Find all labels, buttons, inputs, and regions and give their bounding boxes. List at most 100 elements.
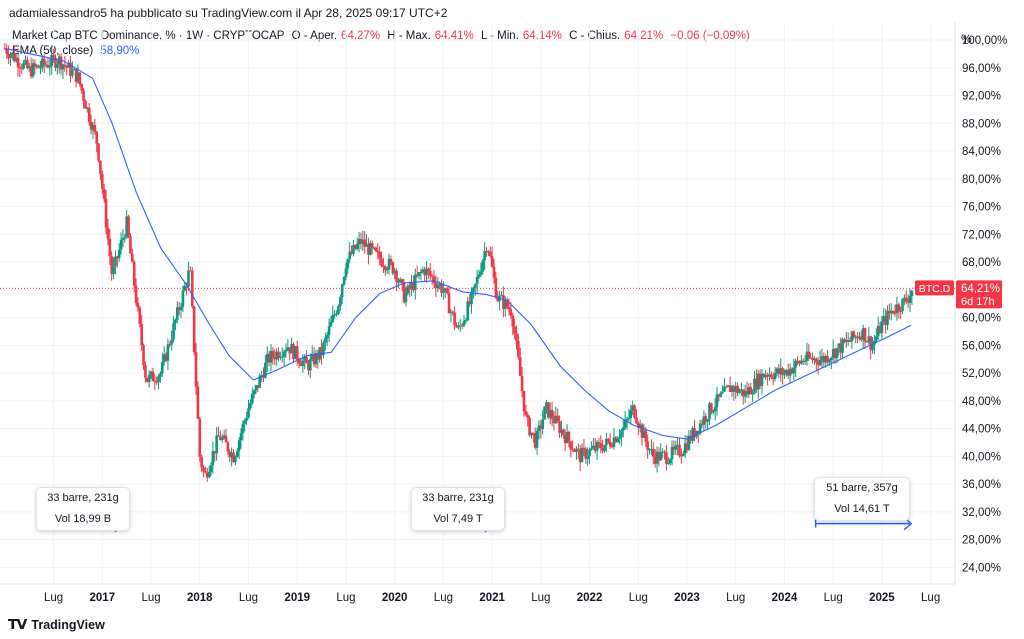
candle-body: [159, 373, 162, 377]
low-value: 64,14%: [522, 30, 562, 42]
candle-body: [132, 261, 136, 286]
candle-body: [515, 333, 518, 341]
candle-body: [22, 62, 25, 69]
candle-body: [599, 443, 603, 449]
candle-body: [751, 393, 754, 395]
candle-body: [11, 52, 14, 55]
candle-body: [893, 313, 897, 315]
candle-body: [443, 288, 447, 291]
candle-body: [494, 277, 498, 298]
candle-body: [813, 358, 816, 361]
candle-body: [511, 315, 515, 327]
measure-callout-2[interactable]: 33 barre, 231g Vol 7,49 T: [411, 487, 505, 531]
price-tick-label: 24,00%: [962, 562, 1001, 574]
candle-body: [605, 438, 608, 445]
price-axis-unit[interactable]: %: [961, 32, 972, 46]
candle-body: [20, 67, 24, 69]
candle-body: [458, 325, 462, 327]
candle-body: [153, 381, 157, 383]
candle-body: [192, 306, 196, 353]
candle-body: [597, 441, 601, 444]
candle-body: [554, 415, 558, 424]
candle-body: [760, 373, 764, 386]
price-tick-label: 28,00%: [962, 535, 1001, 547]
candle-body: [470, 291, 473, 305]
candle-body: [856, 336, 859, 339]
candle-body: [650, 448, 653, 450]
candle-body: [603, 444, 606, 452]
candle-body: [200, 456, 203, 468]
candle-body: [565, 431, 569, 443]
candle-body: [297, 359, 301, 364]
candle-body: [479, 271, 483, 275]
candle-body: [738, 391, 741, 394]
candle-body: [365, 243, 368, 247]
candle-body: [659, 452, 663, 461]
candle-body: [445, 288, 449, 294]
candle-body: [466, 301, 470, 320]
candle-body: [788, 368, 792, 376]
candle-body: [198, 418, 202, 457]
candle-body: [369, 243, 372, 255]
candle-body: [196, 386, 200, 419]
candle-body: [84, 100, 87, 109]
candle-body: [273, 357, 277, 360]
candle-body: [97, 143, 100, 161]
candle-body: [837, 343, 841, 349]
candle-body: [432, 276, 436, 283]
candle-body: [112, 266, 115, 274]
candle-body: [700, 423, 704, 425]
candle-body: [290, 344, 293, 354]
candle-body: [389, 258, 393, 263]
measure-callout-1[interactable]: 33 barre, 231g Vol 18,99 B: [36, 487, 130, 531]
candle-body: [811, 357, 814, 361]
candle-body: [768, 374, 771, 377]
candle-body: [249, 403, 252, 409]
time-tick-label: Lug: [336, 592, 355, 604]
candle-body: [689, 435, 693, 441]
candle-body: [876, 325, 880, 337]
candle-body: [33, 63, 37, 67]
candle-body: [361, 239, 365, 244]
candle-body: [342, 277, 346, 285]
candle-body: [185, 286, 188, 288]
candle-body: [762, 373, 766, 378]
candle-body: [455, 325, 458, 328]
candle-body: [408, 285, 411, 290]
candle-body: [635, 417, 638, 424]
candle-body: [773, 373, 777, 379]
candle-body: [569, 441, 573, 450]
price-tick-label: 32,00%: [962, 507, 1001, 519]
candle-body: [770, 374, 773, 378]
symbol-description[interactable]: Market Cap BTC Dominance, % · 1W · CRYPT…: [12, 30, 285, 42]
measure-callout-3[interactable]: 51 barre, 357g Vol 14,61 T: [814, 477, 910, 521]
candle-body: [378, 251, 381, 259]
candle-body: [880, 321, 884, 334]
candle-body: [743, 390, 747, 397]
candle-body: [786, 369, 790, 376]
candle-body: [333, 314, 336, 316]
candle-body: [202, 467, 205, 472]
candle-body: [292, 344, 295, 360]
candle-body: [874, 336, 878, 341]
candle-body: [142, 345, 145, 366]
candle-body: [344, 268, 348, 278]
candle-body: [78, 72, 82, 85]
candle-body: [710, 403, 713, 413]
footer-brand: TradingView: [31, 617, 105, 632]
candle-body: [348, 251, 351, 260]
candle-body: [241, 423, 245, 434]
candle-body: [50, 54, 54, 67]
tradingview-footer[interactable]: 𝗧𝗩 TradingView: [8, 616, 105, 633]
published-line: adamialessandro5 ha pubblicato su Tradin…: [9, 6, 448, 20]
candle-body: [725, 386, 728, 388]
candle-body: [243, 420, 247, 424]
candle-body: [492, 266, 496, 278]
candle-body: [601, 448, 604, 452]
candle-body: [129, 236, 132, 254]
candle-body: [74, 68, 78, 83]
candle-body: [76, 72, 80, 83]
candle-body: [590, 448, 593, 450]
measure-callout-3-range: 51 barre, 357g: [826, 482, 898, 494]
